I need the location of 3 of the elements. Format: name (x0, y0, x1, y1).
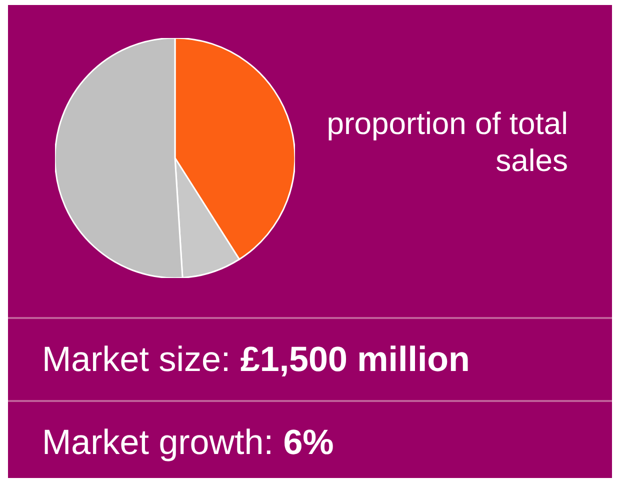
text: Market size: £1,500 million (41, 340, 471, 380)
text: Market growth: 6% (41, 423, 335, 463)
text: proportion of total sales (326, 105, 568, 179)
